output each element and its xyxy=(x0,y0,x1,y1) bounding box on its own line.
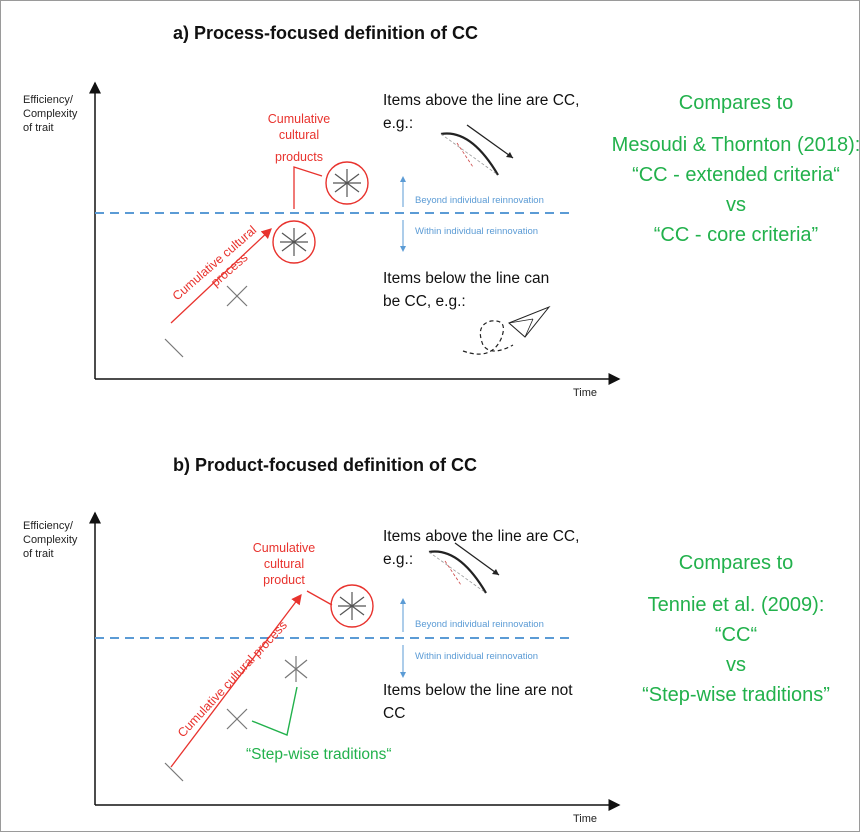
process-arrow xyxy=(170,228,272,324)
products-label-line2: cultural xyxy=(279,128,319,142)
below-text-line1: Items below the line can xyxy=(383,270,549,287)
comparison-line2: “CC - extended criteria“ xyxy=(632,164,840,186)
x-axis-label: Time xyxy=(573,387,597,399)
process-arrow xyxy=(170,593,302,768)
y-axis-label-line3: of trait xyxy=(23,548,54,560)
asterisk-icon xyxy=(284,656,308,682)
above-text-line2: e.g.: xyxy=(383,115,413,132)
products-label-line3: products xyxy=(275,150,323,164)
paper-plane-icon xyxy=(462,305,551,355)
comparison-line3: vs xyxy=(726,194,746,216)
within-label: Within individual reinnovation xyxy=(415,226,538,237)
below-text-line1: Items below the line are not xyxy=(383,682,573,699)
process-label: Cumulative cultural process xyxy=(170,223,259,303)
comparison-line3: vs xyxy=(726,654,746,676)
within-label: Within individual reinnovation xyxy=(415,651,538,662)
compares-label: Compares to xyxy=(679,552,794,574)
comparison-line4: “CC - core criteria” xyxy=(654,224,818,246)
svg-text:Cumulative cultural process: Cumulative cultural process xyxy=(175,618,290,740)
bow-and-arrow-icon xyxy=(440,124,514,176)
beyond-label: Beyond individual reinnovation xyxy=(415,619,544,630)
circled-asterisk-icon xyxy=(325,161,369,205)
panel-a: a) Process-focused definition of CC Effi… xyxy=(23,23,859,399)
cross-icon xyxy=(226,285,248,307)
panel-a-title: a) Process-focused definition of CC xyxy=(173,23,478,43)
product-pointer xyxy=(306,590,333,606)
y-axis-label-line2: Complexity xyxy=(23,534,78,546)
product-label-line3: product xyxy=(263,573,305,587)
stick-icon xyxy=(164,762,184,782)
above-text-line2: e.g.: xyxy=(383,551,413,568)
stepwise-pointer xyxy=(251,686,298,736)
compares-label: Compares to xyxy=(679,92,794,114)
products-label-line1: Cumulative xyxy=(268,112,331,126)
cross-icon xyxy=(226,708,248,730)
panel-b: b) Product-focused definition of CC Effi… xyxy=(23,455,830,825)
circled-asterisk-icon xyxy=(272,220,316,264)
beyond-label: Beyond individual reinnovation xyxy=(415,195,544,206)
circled-asterisk-icon xyxy=(330,584,374,628)
comparison-line4: “Step-wise traditions” xyxy=(642,684,830,706)
comparison-line2: “CC“ xyxy=(715,624,757,646)
below-text-line2: CC xyxy=(383,705,405,722)
stick-icon xyxy=(164,338,184,358)
panel-b-title: b) Product-focused definition of CC xyxy=(173,455,477,475)
stepwise-label: “Step-wise traditions“ xyxy=(246,746,392,763)
y-axis-label-line3: of trait xyxy=(23,122,54,134)
process-label: Cumulative cultural process xyxy=(175,618,290,740)
comparison-line1: Tennie et al. (2009): xyxy=(648,594,825,616)
product-label-line1: Cumulative xyxy=(253,541,316,555)
above-text-line1: Items above the line are CC, xyxy=(383,528,579,545)
below-text-line2: be CC, e.g.: xyxy=(383,293,466,310)
y-axis-label-line2: Complexity xyxy=(23,108,78,120)
product-label-line2: cultural xyxy=(264,557,304,571)
bow-and-arrow-icon xyxy=(428,542,500,594)
x-axis-label: Time xyxy=(573,813,597,825)
comparison-line1: Mesoudi & Thornton (2018): xyxy=(612,134,859,156)
products-pointer xyxy=(293,166,323,209)
y-axis-label-line1: Efficiency/ xyxy=(23,94,74,106)
above-text-line1: Items above the line are CC, xyxy=(383,92,579,109)
y-axis-label-line1: Efficiency/ xyxy=(23,520,74,532)
